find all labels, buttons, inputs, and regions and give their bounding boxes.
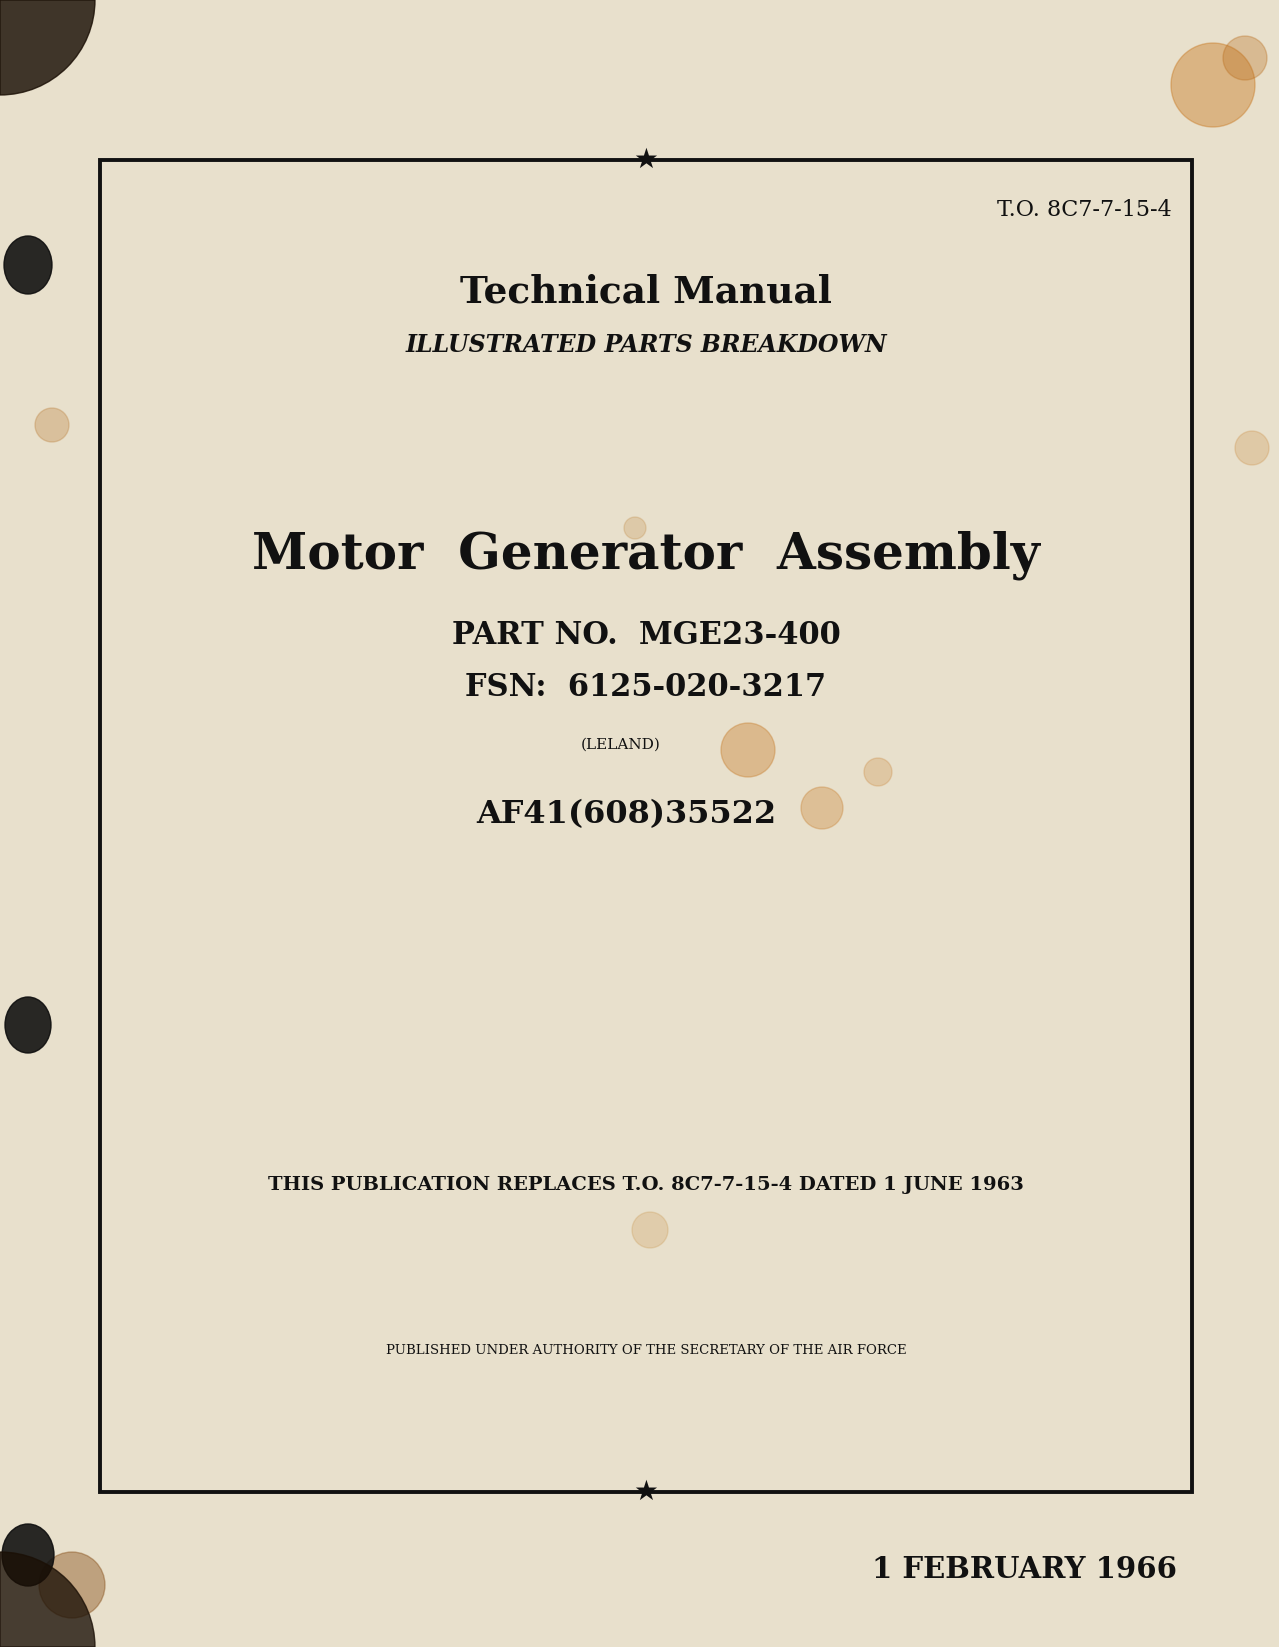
Text: Technical Manual: Technical Manual [460,273,831,311]
Circle shape [1223,36,1267,81]
Text: T.O. 8C7-7-15-4: T.O. 8C7-7-15-4 [998,199,1172,221]
Text: AF41(608)35522: AF41(608)35522 [476,799,776,830]
Circle shape [624,517,646,539]
Circle shape [865,758,891,786]
Text: PART NO.  MGE23-400: PART NO. MGE23-400 [451,619,840,651]
Circle shape [721,723,775,777]
Text: PUBLISHED UNDER AUTHORITY OF THE SECRETARY OF THE AIR FORCE: PUBLISHED UNDER AUTHORITY OF THE SECRETA… [386,1344,907,1357]
Ellipse shape [3,1523,54,1586]
Text: 1 FEBRUARY 1966: 1 FEBRUARY 1966 [872,1555,1177,1584]
Wedge shape [0,0,95,96]
Circle shape [35,408,69,441]
Text: ★: ★ [633,1477,659,1505]
Bar [100,160,1192,1492]
Text: ★: ★ [633,147,659,175]
Ellipse shape [4,236,52,295]
Text: THIS PUBLICATION REPLACES T.O. 8C7-7-15-4 DATED 1 JUNE 1963: THIS PUBLICATION REPLACES T.O. 8C7-7-15-… [269,1176,1024,1194]
Wedge shape [0,1551,95,1647]
Text: Motor  Generator  Assembly: Motor Generator Assembly [252,530,1040,580]
Circle shape [38,1551,105,1617]
Circle shape [1236,432,1269,464]
Circle shape [1172,43,1255,127]
Circle shape [632,1212,668,1248]
Circle shape [801,787,843,828]
Ellipse shape [5,996,51,1052]
Text: FSN:  6125-020-3217: FSN: 6125-020-3217 [466,672,826,703]
Text: (LELAND): (LELAND) [581,738,661,753]
Text: ILLUSTRATED PARTS BREAKDOWN: ILLUSTRATED PARTS BREAKDOWN [405,333,886,357]
